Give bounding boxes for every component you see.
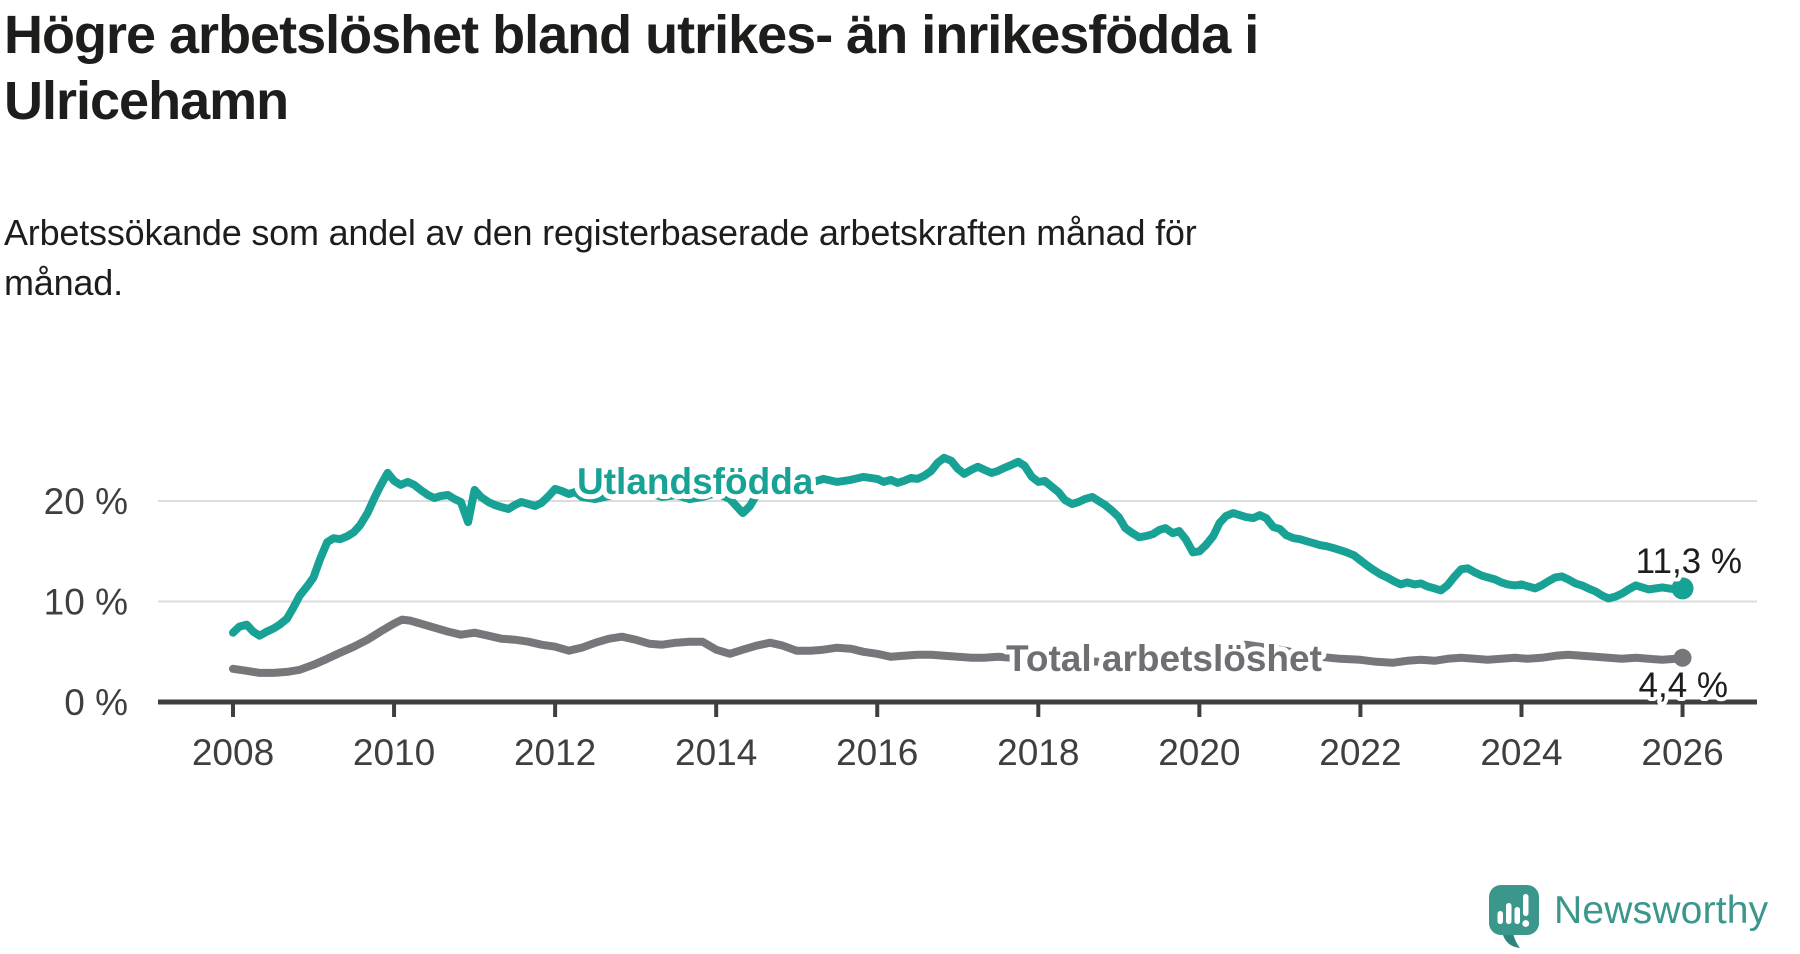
x-tick-label: 2022 [1319, 732, 1401, 773]
x-tick-label: 2012 [514, 732, 596, 773]
chart-subtitle: Arbetssökande som andel av den registerb… [4, 212, 1197, 303]
end-value-label-utlandsfodda: 11,3 % [1636, 542, 1742, 581]
newsworthy-logo-icon [1489, 885, 1541, 954]
end-value-label-total: 4,4 % [1639, 666, 1729, 705]
y-tick-label: 20 % [44, 481, 128, 522]
y-tick-label: 10 % [44, 582, 128, 623]
x-tick-label: 2026 [1641, 732, 1723, 773]
x-tick-label: 2010 [353, 732, 435, 773]
x-tick-label: 2024 [1480, 732, 1562, 773]
chart-title: Högre arbetslöshet bland utrikes- än inr… [4, 5, 1259, 131]
series-line-utlandsfodda [229, 453, 1687, 640]
series-line-total [229, 615, 1687, 677]
x-tick-label: 2016 [836, 732, 918, 773]
x-tick-label: 2018 [997, 732, 1079, 773]
newsworthy-wordmark: Newsworthy [1554, 889, 1769, 932]
end-dot-utlandsfodda [1671, 577, 1694, 600]
x-tick-label: 2008 [192, 732, 274, 773]
series-label-total: Total arbetslöshet [1006, 638, 1322, 679]
x-tick-label: 2014 [675, 732, 757, 773]
y-tick-label: 0 % [64, 682, 128, 723]
end-dot-total [1673, 648, 1692, 667]
series-label-utlandsfodda: Utlandsfödda [577, 461, 814, 502]
x-tick-label: 2020 [1158, 732, 1240, 773]
newsworthy-logo: Newsworthy [1489, 885, 1768, 954]
